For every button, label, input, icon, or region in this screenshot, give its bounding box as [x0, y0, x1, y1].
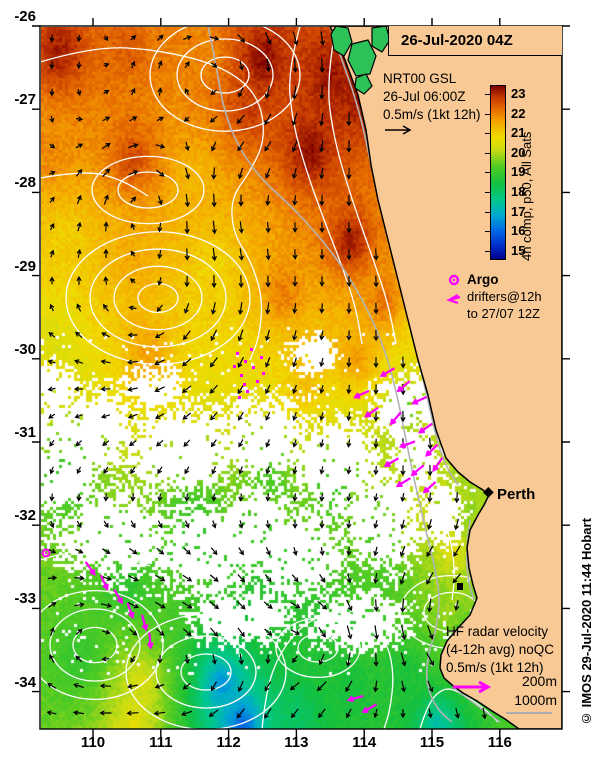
- drifters-until-label: to 27/07 12Z: [467, 306, 540, 321]
- sst-colorbar: [490, 85, 506, 260]
- legend-icons: [385, 125, 461, 305]
- colorbar-tick-label: 17: [511, 203, 526, 219]
- x-tick-label: 112: [216, 734, 241, 751]
- y-tick-label: -31: [14, 424, 36, 441]
- colorbar-tick: [485, 152, 490, 154]
- x-tick-label: 114: [352, 734, 377, 751]
- perth-label: Perth: [497, 486, 536, 503]
- colorbar-tick-label: 18: [511, 184, 526, 199]
- isobath-1000m-label: 1000m: [514, 692, 557, 708]
- colorbar-tick: [485, 211, 490, 213]
- y-tick-label: -26: [14, 8, 36, 25]
- hf-line2: (4-12h avg) noQC: [446, 642, 555, 657]
- colorbar-tick: [485, 94, 490, 95]
- hf-line3: 0.5m/s (1kt 12h): [446, 660, 544, 675]
- y-tick-label: -28: [14, 174, 36, 192]
- gsl-legend: NRT00 GSL 26-Jul 06:00Z 0.5m/s (1kt 12h): [383, 70, 481, 124]
- colorbar-tick: [485, 231, 490, 233]
- isobath-legend-line: [506, 712, 552, 714]
- drifters-label: drifters@12h: [467, 289, 542, 304]
- colorbar-tick-label: 22: [511, 105, 526, 121]
- drifter-hf-radar-arrows: [41, 348, 492, 713]
- colorbar-tick: [485, 192, 490, 193]
- imos-credit: © IMOS 29-Jul-2020 11:44 Hobart: [579, 518, 594, 726]
- perth-marker-icon: ◆: [483, 483, 494, 499]
- x-tick-label: 115: [419, 734, 445, 751]
- y-tick-label: -32: [14, 507, 36, 525]
- x-tick-label: 111: [149, 734, 173, 751]
- date-title: 26-Jul-2020 04Z: [388, 26, 562, 56]
- colorbar-tick: [485, 250, 490, 252]
- axes-frame-and-ticks: [32, 18, 570, 737]
- hf-line1: HF radar velocity: [446, 624, 549, 639]
- y-tick-label: -34: [14, 673, 36, 691]
- hf-radar-legend: HF radar velocity (4-12h avg) noQC 0.5m/…: [446, 623, 554, 677]
- x-tick-label: 113: [284, 734, 309, 751]
- y-tick-label: -30: [14, 340, 36, 358]
- colorbar-tick-label: 15: [511, 242, 526, 258]
- x-tick-label: 116: [487, 734, 512, 751]
- gsl-scale-label: 0.5m/s (1kt 12h): [383, 107, 481, 122]
- y-tick-label: -29: [14, 257, 36, 275]
- y-tick-label: -33: [14, 590, 36, 608]
- colorbar-tick: [485, 113, 490, 115]
- colorbar-tick-label: 20: [511, 144, 526, 160]
- gsl-product-label: NRT00 GSL: [383, 71, 457, 86]
- colorbar-tick-label: 21: [511, 125, 526, 141]
- argo-label: Argo: [467, 272, 499, 287]
- argo-drifter-legend: Argo drifters@12h to 27/07 12Z: [467, 271, 542, 322]
- current-vector-arrows: [46, 31, 487, 720]
- x-tick-label: 110: [80, 734, 106, 751]
- y-tick-label: -27: [14, 91, 36, 109]
- colorbar-tick-label: 19: [511, 164, 526, 180]
- colorbar-tick: [485, 172, 490, 174]
- isobath-200m-label: 200m: [521, 673, 557, 689]
- colorbar-tick: [485, 133, 490, 135]
- gsl-time-label: 26-Jul 06:00Z: [383, 89, 466, 104]
- colorbar-tick-label: 16: [511, 223, 526, 239]
- colorbar-tick-label: 23: [511, 86, 526, 101]
